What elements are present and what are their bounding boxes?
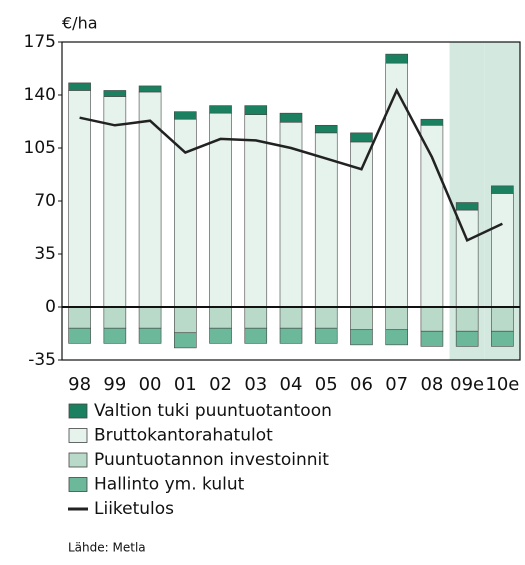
- legend-label: Hallinto ym. kulut: [94, 475, 245, 495]
- x-tick-label: 03: [244, 374, 267, 395]
- source: Lähde: Metla: [68, 541, 146, 555]
- x-tick-label: 09e: [450, 374, 484, 395]
- bar-segment: [491, 193, 514, 308]
- bar-segment: [103, 96, 127, 308]
- bar-segment: [174, 332, 197, 349]
- y-tick-label: 35: [34, 244, 56, 264]
- bar-segment: [385, 329, 408, 346]
- bar-segment: [314, 306, 338, 329]
- legend-label: Valtion tuki puuntuotantoon: [94, 401, 332, 421]
- bar-segment: [174, 111, 197, 120]
- legend-swatch: [68, 452, 88, 468]
- y-tick-label: 105: [24, 138, 56, 158]
- bar-segment: [491, 185, 514, 194]
- bar-segment: [314, 327, 338, 344]
- bar-segment: [385, 306, 408, 331]
- y-tick-label: 70: [34, 191, 56, 211]
- x-tick-label: 00: [139, 374, 162, 395]
- bar-segment: [209, 105, 232, 114]
- bar-segment: [420, 118, 444, 126]
- bar-segment: [279, 327, 303, 344]
- legend-label: Puuntuotannon investoinnit: [94, 450, 329, 470]
- x-tick-label: 99: [103, 374, 126, 395]
- bar-segment: [314, 124, 338, 134]
- bar-segment: [103, 327, 127, 344]
- bar-segment: [244, 114, 268, 308]
- x-tick-label: 04: [280, 374, 303, 395]
- x-tick-label: 10e: [485, 374, 519, 395]
- bar-segment: [138, 91, 162, 308]
- line: [79, 87, 503, 243]
- bar-segment: [350, 306, 373, 331]
- bar-segment: [209, 327, 232, 344]
- bar-segment: [138, 306, 162, 329]
- bar-segment: [138, 327, 162, 344]
- bar-segment: [68, 90, 91, 308]
- legend-label: Liiketulos: [94, 499, 174, 519]
- legend-swatch: [68, 428, 88, 443]
- bar-segment: [68, 82, 91, 91]
- bar-segment: [244, 306, 268, 329]
- x-tick-label: 02: [209, 374, 232, 395]
- x-tick-label: 05: [315, 374, 338, 395]
- x-tick-label: 06: [350, 374, 373, 395]
- y-tick-label: -35: [28, 350, 56, 370]
- y-axis-label: €/ha: [62, 14, 98, 33]
- y-tick-label: 0: [45, 297, 56, 317]
- bar-segment: [279, 306, 303, 329]
- bar-segment: [420, 124, 444, 308]
- bar-segment: [491, 330, 514, 347]
- bar-segment: [385, 62, 408, 308]
- legend-swatch: [68, 403, 88, 419]
- x-tick-label: 08: [420, 374, 443, 395]
- bar-segment: [244, 327, 268, 344]
- bar-segment: [174, 306, 197, 334]
- bar-segment: [455, 330, 479, 347]
- y-tick-label: 175: [24, 32, 56, 52]
- bar-segment: [279, 112, 303, 123]
- x-tick-label: 01: [174, 374, 197, 395]
- bar-segment: [138, 85, 162, 93]
- bar-segment: [68, 306, 91, 329]
- y-tick-label: 140: [24, 85, 56, 105]
- bar-segment: [103, 306, 127, 329]
- legend-label: Bruttokantorahatulot: [94, 426, 273, 446]
- bar-segment: [420, 330, 444, 347]
- legend-swatch: [68, 477, 88, 492]
- x-tick-label: 07: [385, 374, 408, 395]
- bar-segment: [209, 306, 232, 329]
- bar-segment: [68, 327, 91, 344]
- bar-segment: [350, 132, 373, 143]
- bar-segment: [103, 90, 127, 97]
- bar-segment: [244, 105, 268, 115]
- bar-segment: [385, 53, 408, 64]
- bar-segment: [420, 306, 444, 332]
- bar-segment: [350, 329, 373, 346]
- bar-segment: [455, 202, 479, 211]
- plot-frame: [61, 41, 521, 361]
- bar-segment: [491, 306, 514, 332]
- bar-segment: [455, 306, 479, 332]
- x-tick-label: 98: [68, 374, 91, 395]
- bar-segment: [174, 118, 197, 308]
